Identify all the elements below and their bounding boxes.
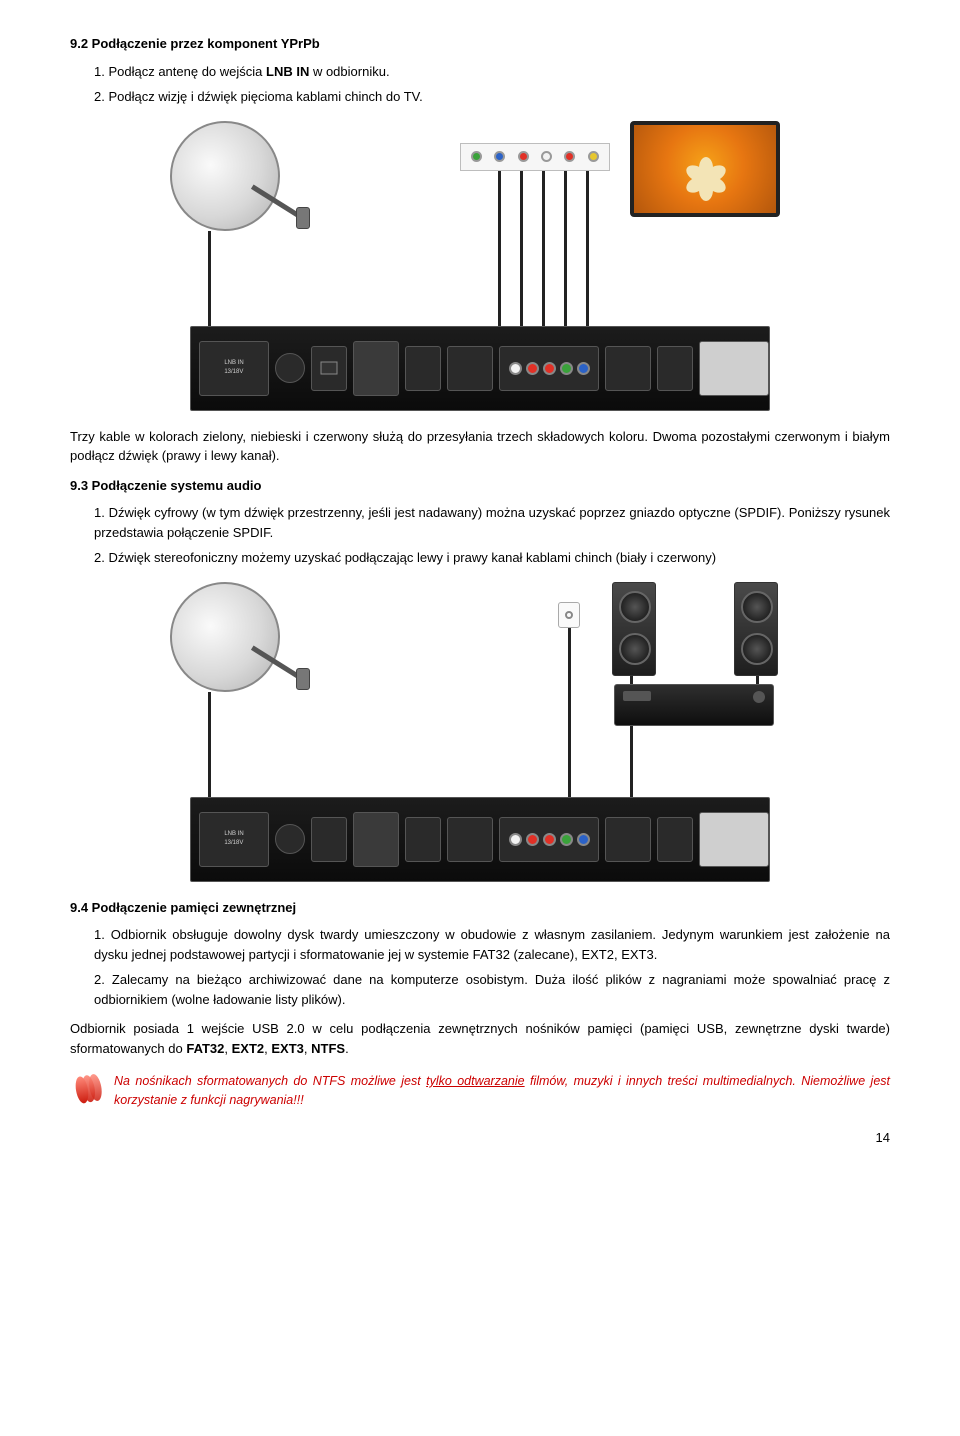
cable-icon: [520, 171, 523, 329]
fmt-fat32: FAT32: [186, 1041, 224, 1056]
warning-text: Na nośnikach sformatowanych do NTFS możl…: [114, 1072, 890, 1110]
text: 1. Podłącz antenę do wejścia: [94, 64, 266, 79]
usb-paragraph: Odbiornik posiada 1 wejście USB 2.0 w ce…: [70, 1019, 890, 1058]
tv-input-ports: [460, 143, 610, 171]
fmt-ext3: EXT3: [271, 1041, 304, 1056]
spdif-port-icon: [558, 602, 580, 628]
speaker-icon: [612, 582, 656, 676]
heading-9-4: 9.4 Podłączenie pamięci zewnętrznej: [70, 898, 890, 918]
cable-icon: [498, 171, 501, 329]
cable-icon: [208, 692, 211, 800]
fmt-ntfs: NTFS: [311, 1041, 345, 1056]
satellite-dish-icon: [170, 582, 280, 692]
item-9-2-2: 2. Podłącz wizję i dźwięk pięcioma kabla…: [94, 87, 890, 107]
text: filmów, muzyki i innych treści multimedi…: [525, 1074, 802, 1088]
receiver-back-panel: LNB IN13/18V: [190, 326, 770, 411]
item-9-4-1: 1. Odbiornik obsługuje dowolny dysk twar…: [94, 925, 890, 964]
text-underline: tylko odtwarzanie: [426, 1074, 525, 1088]
tv-icon: [630, 121, 780, 217]
cable-icon: [208, 231, 211, 331]
warning-note: Na nośnikach sformatowanych do NTFS możl…: [70, 1072, 890, 1110]
warning-icon: [70, 1072, 104, 1106]
para-cables-description: Trzy kable w kolorach zielony, niebieski…: [70, 427, 890, 466]
item-9-2-1: 1. Podłącz antenę do wejścia LNB IN w od…: [94, 62, 890, 82]
receiver-back-panel: LNB IN13/18V: [190, 797, 770, 882]
lnb-bold: LNB IN: [266, 64, 309, 79]
text: w odbiorniku.: [309, 64, 389, 79]
text: Na nośnikach sformatowanych do NTFS możl…: [114, 1074, 426, 1088]
cable-icon: [756, 676, 759, 684]
speaker-icon: [734, 582, 778, 676]
cable-icon: [586, 171, 589, 329]
amplifier-icon: [614, 684, 774, 726]
diagram-yprpb: LNB IN13/18V: [70, 121, 890, 411]
heading-9-3: 9.3 Podłączenie systemu audio: [70, 476, 890, 496]
cable-icon: [568, 628, 571, 800]
item-9-3-2: 2. Dźwięk stereofoniczny możemy uzyskać …: [94, 548, 890, 568]
diagram-audio: LNB IN13/18V: [70, 582, 890, 882]
item-9-4-2: 2. Zalecamy na bieżąco archiwizować dane…: [94, 970, 890, 1009]
fmt-ext2: EXT2: [232, 1041, 265, 1056]
satellite-dish-icon: [170, 121, 280, 231]
cable-icon: [564, 171, 567, 329]
heading-9-2: 9.2 Podłączenie przez komponent YPrPb: [70, 34, 890, 54]
page-number: 14: [70, 1128, 890, 1148]
item-9-3-1: 1. Dźwięk cyfrowy (w tym dźwięk przestrz…: [94, 503, 890, 542]
cable-icon: [630, 676, 633, 684]
cable-icon: [542, 171, 545, 329]
cable-icon: [630, 726, 633, 800]
